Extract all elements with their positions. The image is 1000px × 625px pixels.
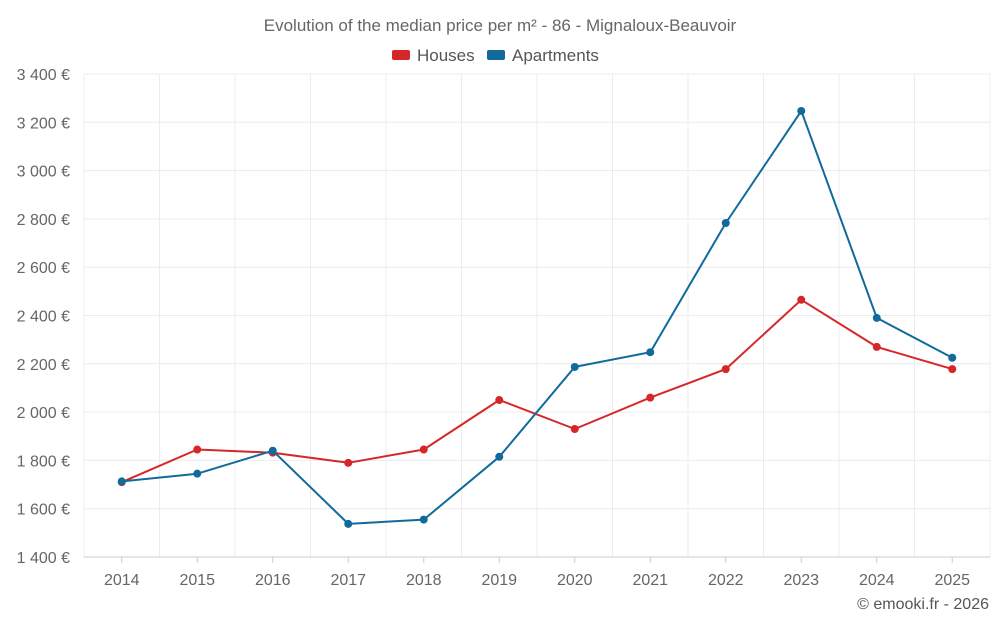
data-point-houses[interactable] — [193, 445, 202, 454]
credit-text: © emooki.fr - 2026 — [857, 596, 989, 613]
y-tick-label: 1 400 € — [17, 550, 70, 567]
data-point-houses[interactable] — [872, 342, 881, 351]
x-tick-label: 2018 — [406, 572, 442, 589]
x-tick-label: 2021 — [632, 572, 668, 589]
x-tick-label: 2014 — [104, 572, 140, 589]
series-line-houses — [121, 298, 953, 484]
y-tick-label: 3 400 € — [17, 67, 70, 84]
x-tick-label: 2025 — [934, 572, 970, 589]
data-point-apartments[interactable] — [419, 515, 428, 524]
data-point-apartments[interactable] — [948, 353, 957, 362]
legend-label-houses: Houses — [417, 46, 475, 65]
data-point-apartments[interactable] — [117, 477, 126, 486]
data-point-apartments[interactable] — [646, 348, 655, 357]
data-point-houses[interactable] — [721, 365, 730, 374]
y-tick-label: 2 200 € — [17, 357, 70, 374]
y-tick-label: 3 200 € — [17, 115, 70, 132]
data-point-apartments[interactable] — [721, 219, 730, 228]
grid — [83, 73, 991, 558]
data-point-houses[interactable] — [646, 393, 655, 402]
legend-item-apartments[interactable]: Apartments — [487, 46, 599, 65]
legend: Houses Apartments — [392, 46, 599, 65]
x-tick-label: 2022 — [708, 572, 744, 589]
data-point-apartments[interactable] — [797, 106, 806, 115]
x-tick-label: 2024 — [859, 572, 895, 589]
data-point-houses[interactable] — [419, 445, 428, 454]
y-tick-label: 1 600 € — [17, 502, 70, 519]
y-tick-label: 2 000 € — [17, 405, 70, 422]
x-tick-label: 2015 — [179, 572, 215, 589]
data-point-houses[interactable] — [797, 295, 806, 304]
y-tick-label: 2 800 € — [17, 212, 70, 229]
data-point-apartments[interactable] — [495, 452, 504, 461]
data-point-apartments[interactable] — [193, 469, 202, 478]
axes: 1 400 € 1 600 € 1 800 € 2 000 € 2 200 € 2 400… — [17, 67, 990, 589]
data-point-apartments[interactable] — [570, 362, 579, 371]
y-tick-label: 2 400 € — [17, 309, 70, 326]
x-tick-label: 2019 — [481, 572, 517, 589]
series-apartments — [117, 106, 957, 528]
data-point-apartments[interactable] — [268, 446, 277, 455]
x-tick-label: 2016 — [255, 572, 291, 589]
legend-label-apartments: Apartments — [512, 46, 599, 65]
data-point-houses[interactable] — [495, 396, 504, 405]
legend-swatch-houses — [392, 50, 410, 60]
x-tick-label: 2023 — [783, 572, 819, 589]
chart-title: Evolution of the median price per m² - 8… — [264, 16, 737, 35]
legend-item-houses[interactable]: Houses — [392, 46, 475, 65]
x-tick-label: 2017 — [330, 572, 366, 589]
series — [117, 106, 957, 528]
y-tick-label: 3 000 € — [17, 164, 70, 181]
series-line-apartments — [121, 109, 953, 525]
y-tick-label: 1 800 € — [17, 453, 70, 470]
data-point-apartments[interactable] — [872, 313, 881, 322]
y-tick-label: 2 600 € — [17, 260, 70, 277]
data-point-apartments[interactable] — [344, 519, 353, 528]
data-point-houses[interactable] — [570, 425, 579, 434]
x-tick-label: 2020 — [557, 572, 593, 589]
legend-swatch-apartments — [487, 50, 505, 60]
data-point-houses[interactable] — [948, 365, 957, 374]
data-point-houses[interactable] — [344, 458, 353, 467]
